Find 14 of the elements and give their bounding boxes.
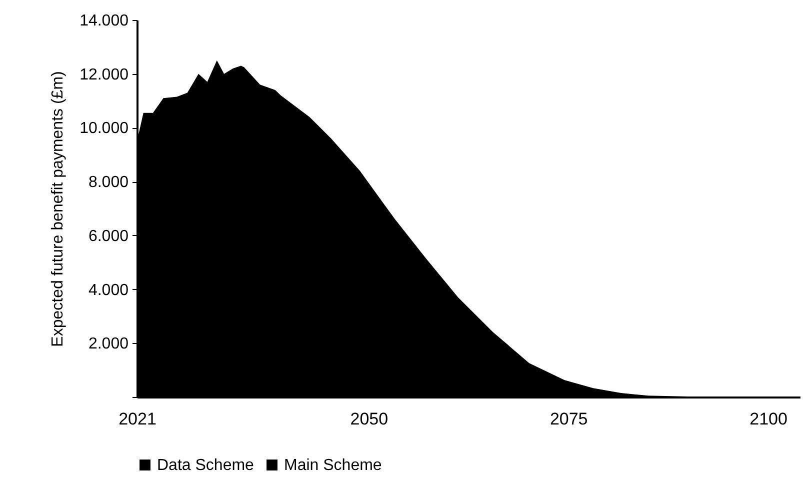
y-tick-label: 12.000 xyxy=(80,66,129,84)
y-tick-label: 8.000 xyxy=(88,174,129,192)
y-tick-label: 6.000 xyxy=(88,228,129,245)
y-tick-label: 14.000 xyxy=(80,12,129,30)
x-tick-label: 2100 xyxy=(750,410,788,428)
legend-label: Main Scheme xyxy=(284,457,382,474)
y-axis-title: Expected future benefit payments (£m) xyxy=(50,71,67,347)
x-tick-label: 2050 xyxy=(350,410,388,428)
legend-label: Data Scheme xyxy=(157,457,254,474)
y-tick-label: 2.000 xyxy=(88,336,129,353)
y-tick-label: 10.000 xyxy=(80,120,129,138)
y-tick-label: 4.000 xyxy=(88,282,129,299)
x-tick-label: 2021 xyxy=(118,410,156,428)
x-tick-label: 2075 xyxy=(550,410,588,428)
